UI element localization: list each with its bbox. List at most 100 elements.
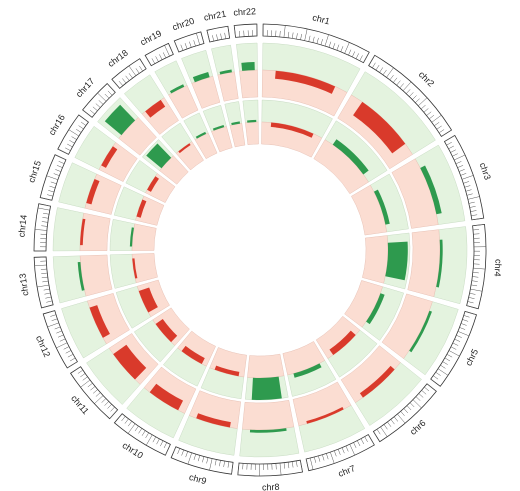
ideogram-tick [227,26,230,39]
ideogram-tick [185,451,188,458]
ideogram-tick [212,35,214,42]
track-loss-band [79,254,113,297]
ideogram-tick [121,416,126,422]
track-loss-band [211,126,233,153]
ideogram-tick [322,454,325,461]
copy-number-bar [169,84,185,94]
ideogram-tick [348,49,352,56]
ideogram-tick [95,392,101,397]
copy-number-bar [214,365,240,377]
ideogram-tick [460,323,467,326]
ideogram-tick [459,327,466,330]
ideogram-tick [444,135,455,142]
ideogram-tick [41,225,48,227]
ideogram-tick [127,423,136,434]
copy-number-bar [241,61,255,71]
ideogram-tick [41,304,54,309]
ideogram-tick [420,104,426,110]
ideogram-tick [80,373,86,378]
ideogram-tick [231,462,234,475]
ideogram-tick [352,51,356,58]
ideogram-tick [89,110,95,115]
ideogram-tick [46,175,58,180]
ideogram-tick [283,25,286,38]
chromosome-label: chr12 [34,334,52,359]
copy-number-bar [251,376,282,400]
ideogram-tick [216,34,218,41]
ideogram-tick [223,461,225,468]
ideogram-tick [330,452,335,464]
ideogram-tick [379,67,384,73]
chromosome-ideogram [57,114,89,155]
ideogram-tick [382,69,387,76]
ideogram-tick [97,92,107,102]
copy-number-bar [181,345,205,364]
ideogram-tick [340,46,344,52]
track-loss-band [79,212,111,252]
ideogram-tick [82,376,88,381]
ideogram-tick [316,37,319,44]
ideogram-tick [57,334,64,338]
chromosome-label: chr4 [492,259,503,277]
ideogram-tick [418,97,428,107]
ideogram-tick [197,455,201,462]
ideogram-tick [387,421,392,427]
ideogram-tick [145,434,153,446]
ideogram-tick [456,335,462,338]
ideogram-tick [300,460,303,473]
ideogram-tick [44,204,51,207]
ideogram-tick [233,25,236,38]
ideogram-tick [470,210,477,212]
ideogram-tick [134,425,139,432]
copy-number-bar [195,131,207,139]
track-loss-band [159,155,189,185]
ideogram-tick [341,447,345,454]
ideogram-tick [434,122,440,126]
ideogram-tick [56,330,62,334]
ideogram-tick [412,399,422,409]
ideogram-tick [55,169,61,172]
ideogram-tick [40,197,52,201]
ideogram-tick [53,173,60,176]
ideogram-tick [415,396,421,401]
ideogram-tick [47,194,53,197]
ideogram-tick [442,361,448,365]
ideogram-tick [82,109,93,118]
ideogram-tick [144,55,152,66]
ideogram-tick [145,432,149,439]
chromosome-label: chr22 [233,6,256,17]
ideogram-tick [104,401,109,406]
ideogram-tick [219,460,221,467]
ideogram-tick [156,438,160,445]
chromosome-ideogram [233,23,258,38]
ideogram-tick [357,440,361,447]
ideogram-tick [446,354,453,358]
copy-number-bar [231,121,241,126]
ideogram-tick [471,217,484,221]
ideogram-tick [463,181,470,184]
ideogram-tick [128,65,137,76]
ideogram-tick [63,346,70,350]
track-loss-band [245,121,259,145]
ideogram-tick [54,326,61,330]
track-loss-band [391,158,439,229]
ideogram-tick [296,33,298,40]
ideogram-tick [127,421,132,427]
ideogram-tick [56,165,63,168]
ideogram-tick [34,264,47,267]
ideogram-tick [412,95,417,100]
ideogram-tick [142,63,147,69]
chromosome-label: chr17 [74,76,97,99]
ideogram-tick [312,36,315,43]
ideogram-tick [41,276,48,279]
ideogram-tick [450,149,456,153]
ideogram-tick [368,55,375,66]
track-loss-band [242,399,295,431]
ideogram-tick [372,62,376,68]
ideogram-tick [118,80,124,86]
ideogram-tick [48,190,55,193]
ideogram-tick [406,405,412,411]
track-loss-band [118,117,157,156]
chromosome-label: chr21 [203,9,227,23]
